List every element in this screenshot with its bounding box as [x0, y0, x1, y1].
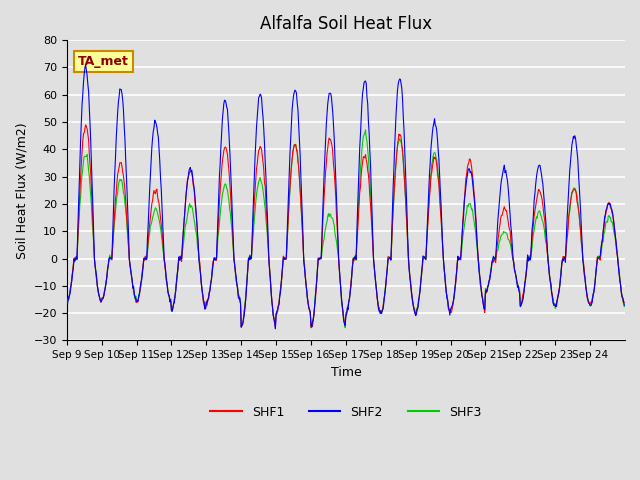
SHF1: [82, 122, 90, 128]
SHF2: [404, 253, 412, 259]
SHF1: [232, 270, 239, 276]
SHF2: [129, 285, 137, 291]
SHF2: [82, 62, 90, 68]
SHF2: [436, 174, 444, 180]
SHF3: [620, 304, 628, 310]
Y-axis label: Soil Heat Flux (W/m2): Soil Heat Flux (W/m2): [15, 122, 28, 259]
SHF2: [63, 300, 70, 306]
SHF2: [232, 269, 239, 275]
X-axis label: Time: Time: [330, 366, 361, 379]
SHF1: [259, 159, 267, 165]
SHF2: [259, 114, 267, 120]
SHF3: [129, 279, 136, 285]
SHF1: [129, 284, 137, 290]
SHF3: [436, 189, 444, 195]
SHF3: [280, 256, 287, 262]
Line: SHF2: SHF2: [67, 65, 624, 329]
SHF1: [404, 255, 412, 261]
SHF2: [271, 326, 279, 332]
SHF1: [436, 196, 444, 202]
SHF1: [281, 256, 289, 262]
SHF1: [271, 324, 279, 330]
SHF3: [231, 261, 239, 267]
SHF1: [63, 299, 70, 305]
Line: SHF3: SHF3: [67, 130, 624, 328]
SHF3: [362, 127, 369, 133]
SHF1: [620, 299, 628, 305]
SHF3: [63, 299, 70, 304]
SHF2: [281, 256, 289, 262]
Legend: SHF1, SHF2, SHF3: SHF1, SHF2, SHF3: [205, 401, 486, 424]
SHF3: [259, 183, 266, 189]
Text: TA_met: TA_met: [78, 55, 129, 68]
SHF2: [620, 302, 628, 308]
Title: Alfalfa Soil Heat Flux: Alfalfa Soil Heat Flux: [260, 15, 432, 33]
SHF3: [307, 325, 315, 331]
Line: SHF1: SHF1: [67, 125, 624, 327]
SHF3: [404, 257, 412, 263]
